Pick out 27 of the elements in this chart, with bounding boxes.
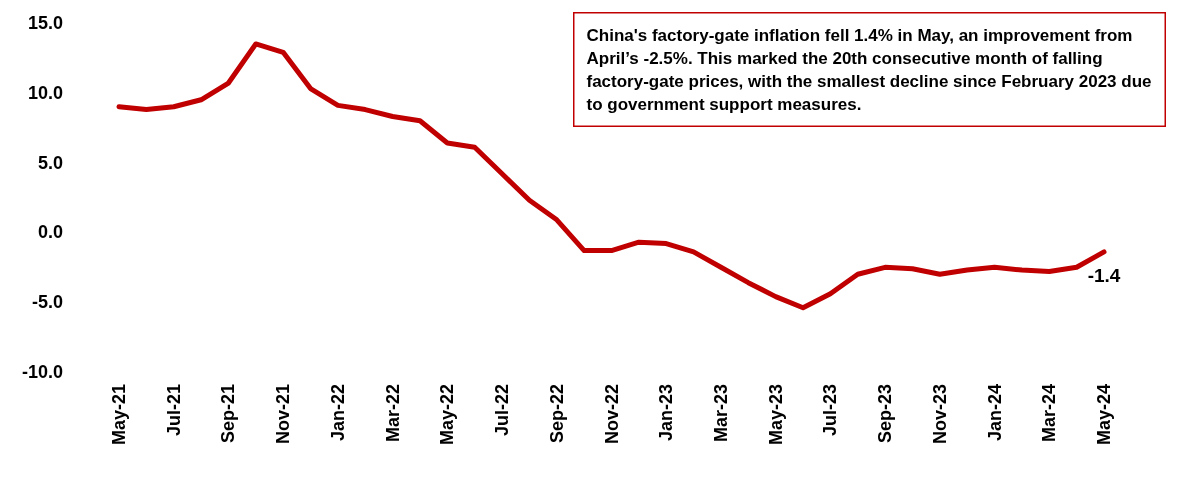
x-tick-label: May-22 <box>437 384 458 446</box>
x-tick-label: Jul-22 <box>492 384 513 437</box>
y-tick-label: 10.0 <box>27 82 63 103</box>
data-label: -1.4 <box>1087 264 1121 286</box>
x-tick-label: May-21 <box>109 384 129 446</box>
x-tick-label: Nov-22 <box>601 384 622 445</box>
x-tick-label: May-23 <box>765 384 786 446</box>
annotation: China's factory-gate inflation fell 1.4% in May, an improvement from April’s -2.5%. This marked the 20th consecutive month of falling factory-gate prices, with the smallest decline since February 2023 due to government support measures. <box>586 25 1157 114</box>
x-tick-label: Mar-23 <box>710 384 731 443</box>
x-tick-label: Sep-21 <box>218 384 239 444</box>
x-tick-label: Nov-23 <box>929 384 950 445</box>
x-tick-label: Mar-22 <box>382 384 403 443</box>
x-tick-label: Jul-21 <box>163 384 184 437</box>
x-tick-label: Nov-21 <box>273 384 294 445</box>
y-tick-label: -10.0 <box>21 362 63 382</box>
x-tick-label: Mar-24 <box>1039 384 1060 443</box>
x-tick-label: Jan-23 <box>656 384 677 442</box>
x-tick-label: Jan-22 <box>327 384 348 442</box>
x-tick-label: Sep-22 <box>546 384 567 444</box>
y-tick-label: 5.0 <box>37 152 63 173</box>
x-tick-label: May-24 <box>1094 384 1114 446</box>
x-tick-label: Jan-24 <box>984 384 1005 442</box>
x-tick-label: Sep-23 <box>875 384 896 444</box>
y-tick-label: 0.0 <box>37 222 63 243</box>
y-tick-label: -5.0 <box>31 292 63 313</box>
y-tick-label: 15.0 <box>27 13 63 33</box>
x-tick-label: Jul-23 <box>820 384 841 437</box>
